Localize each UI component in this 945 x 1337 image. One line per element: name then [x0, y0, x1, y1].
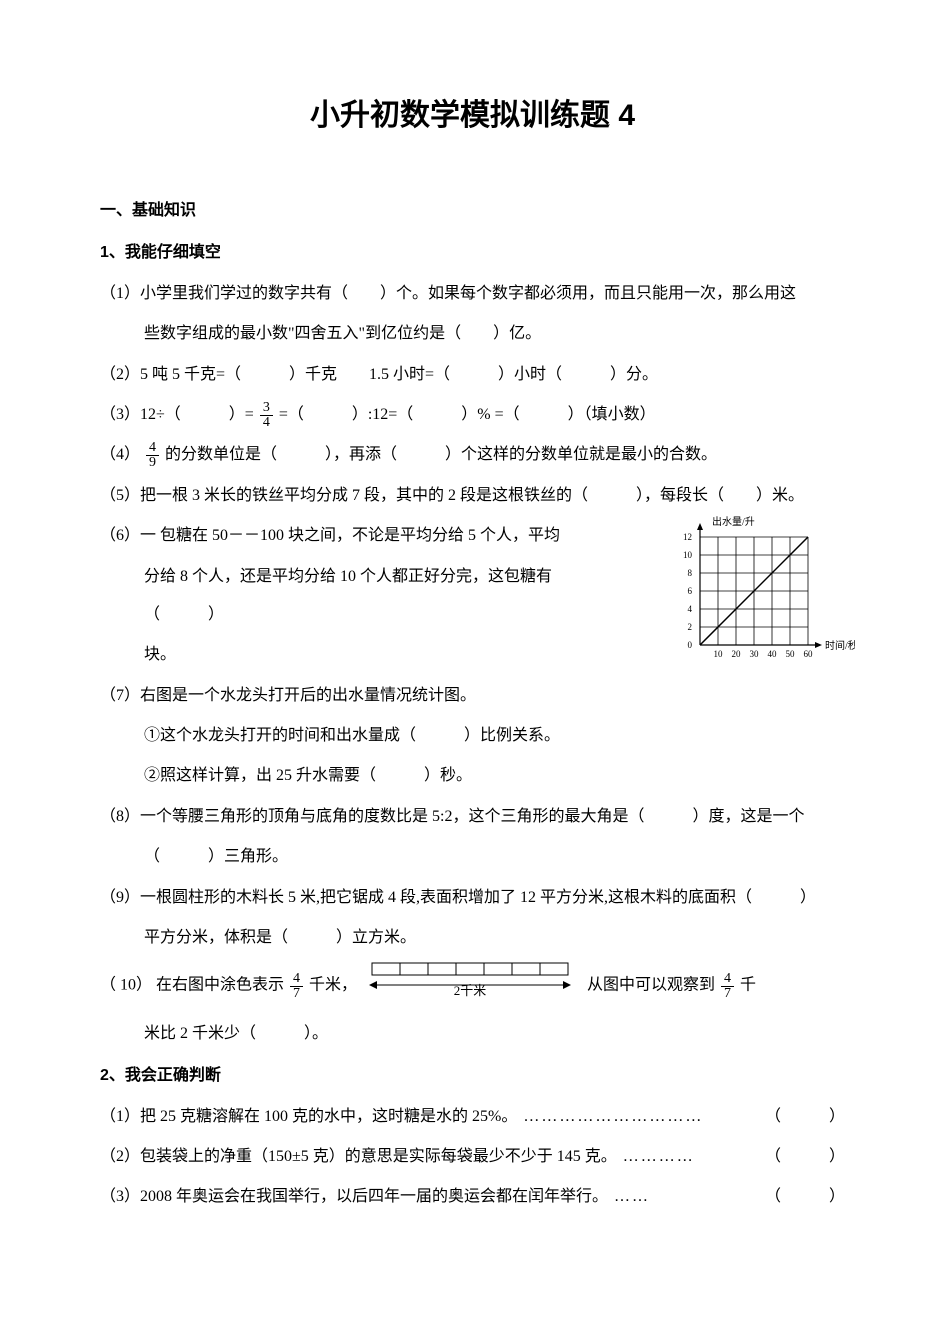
page-title: 小升初数学模拟训练题 4	[100, 80, 845, 152]
svg-text:10: 10	[683, 550, 693, 560]
svg-text:4: 4	[688, 604, 693, 614]
q7: （7）右图是一个水龙头打开后的出水量情况统计图。	[100, 677, 845, 715]
fraction-3-4: 3 4	[260, 401, 273, 430]
dots: ……	[608, 1178, 765, 1216]
svg-text:10: 10	[714, 649, 724, 659]
q4-text-a: （4）	[100, 446, 140, 463]
dots: …………………………	[517, 1098, 765, 1136]
svg-text:30: 30	[750, 649, 760, 659]
q10-text-b: 千米，	[309, 977, 357, 994]
svg-text:8: 8	[688, 568, 693, 578]
judge-3-paren: （ ）	[765, 1178, 845, 1216]
q1-line2: 些数字组成的最小数"四舍五入"到亿位约是（ ）亿。	[100, 315, 845, 353]
q10-line2: 米比 2 千米少（ ）。	[100, 1015, 845, 1053]
q9-line1: （9）一根圆柱形的木料长 5 米,把它锯成 4 段,表面积增加了 12 平方分米…	[100, 879, 845, 917]
svg-text:6: 6	[688, 586, 693, 596]
section-1-header: 一、基础知识	[100, 192, 845, 230]
q3: （3）12÷（ ）= 3 4 =（ ）:12=（ ）% =（ ）（填小数）	[100, 396, 845, 434]
q6-line3: 块。	[100, 636, 580, 674]
q3-text-a: （3）12÷（ ）=	[100, 406, 254, 423]
sub-1-header: 1、我能仔细填空	[100, 234, 845, 272]
q1-line1: （1）小学里我们学过的数字共有（ ）个。如果每个数字都必须用，而且只能用一次，那…	[100, 275, 845, 313]
q5: （5）把一根 3 米长的铁丝平均分成 7 段，其中的 2 段是这根铁丝的（ ），…	[100, 477, 845, 515]
frac-den: 9	[146, 456, 159, 470]
frac-num: 4	[146, 441, 159, 456]
judge-2-paren: （ ）	[765, 1138, 845, 1176]
q3-text-b: =（ ）:12=（ ）% =（ ）（填小数）	[279, 406, 656, 423]
frac-den: 7	[721, 987, 734, 1001]
judge-1-paren: （ ）	[765, 1098, 845, 1136]
q6-line2: 分给 8 个人，还是平均分给 10 个人都正好分完，这包糖有（ ）	[100, 558, 580, 635]
q10-text-c: 从图中可以观察到	[587, 977, 715, 994]
q10-text-a: （ 10） 在右图中涂色表示	[100, 977, 284, 994]
q4-text-b: 的分数单位是（ ），再添（ ）个这样的分数单位就是最小的合数。	[165, 446, 717, 463]
q7-sub2: ②照这样计算，出 25 升水需要（ ）秒。	[100, 757, 845, 795]
chart-x-label: 时间/秒	[825, 639, 855, 652]
frac-num: 4	[290, 972, 303, 987]
svg-text:20: 20	[732, 649, 742, 659]
number-line-bar: 2千米	[367, 959, 577, 1012]
q10-line1: （ 10） 在右图中涂色表示 4 7 千米， 2千米 从图中可以观察到 4 7 …	[100, 959, 845, 1012]
judge-2-text: （2）包装袋上的净重（150±5 克）的意思是实际每袋最少不少于 145 克。	[100, 1138, 617, 1176]
chart-y-label: 出水量/升	[712, 515, 755, 528]
svg-text:50: 50	[786, 649, 796, 659]
water-chart: 出水量/升	[670, 515, 855, 680]
q2: （2）5 吨 5 千克=（ ）千克 1.5 小时=（ ）小时（ ）分。	[100, 356, 845, 394]
frac-num: 3	[260, 401, 273, 416]
frac-den: 7	[290, 987, 303, 1001]
judge-1-text: （1）把 25 克糖溶解在 100 克的水中，这时糖是水的 25%。	[100, 1098, 517, 1136]
frac-den: 4	[260, 416, 273, 430]
svg-text:60: 60	[804, 649, 814, 659]
fraction-4-7-b: 4 7	[721, 972, 734, 1001]
judge-1: （1）把 25 克糖溶解在 100 克的水中，这时糖是水的 25%。 ………………	[100, 1098, 845, 1136]
q9-line2: 平方分米，体积是（ ）立方米。	[100, 919, 845, 957]
svg-text:12: 12	[683, 532, 692, 542]
q4: （4） 4 9 的分数单位是（ ），再添（ ）个这样的分数单位就是最小的合数。	[100, 436, 845, 474]
q7-sub1: ①这个水龙头打开的时间和出水量成（ ）比例关系。	[100, 717, 845, 755]
fraction-4-7-a: 4 7	[290, 972, 303, 1001]
frac-num: 4	[721, 972, 734, 987]
svg-text:40: 40	[768, 649, 778, 659]
judge-2: （2）包装袋上的净重（150±5 克）的意思是实际每袋最少不少于 145 克。 …	[100, 1138, 845, 1176]
q6-line1: （6）一 包糖在 50－－100 块之间，不论是平均分给 5 个人，平均	[100, 517, 580, 555]
q10-text-d: 千	[740, 977, 756, 994]
q8-line2: （ ）三角形。	[100, 838, 845, 876]
q8-line1: （8）一个等腰三角形的顶角与底角的度数比是 5:2，这个三角形的最大角是（ ）度…	[100, 798, 845, 836]
judge-3: （3）2008 年奥运会在我国举行，以后四年一届的奥运会都在闰年举行。 …… （…	[100, 1178, 845, 1216]
svg-text:0: 0	[688, 640, 693, 650]
bar-label: 2千米	[454, 983, 487, 997]
q6-q7-with-chart: 出水量/升	[100, 517, 845, 715]
svg-text:2: 2	[688, 622, 693, 632]
dots: …………	[617, 1138, 765, 1176]
fraction-4-9: 4 9	[146, 441, 159, 470]
sub-2-header: 2、我会正确判断	[100, 1057, 845, 1095]
judge-3-text: （3）2008 年奥运会在我国举行，以后四年一届的奥运会都在闰年举行。	[100, 1178, 608, 1216]
